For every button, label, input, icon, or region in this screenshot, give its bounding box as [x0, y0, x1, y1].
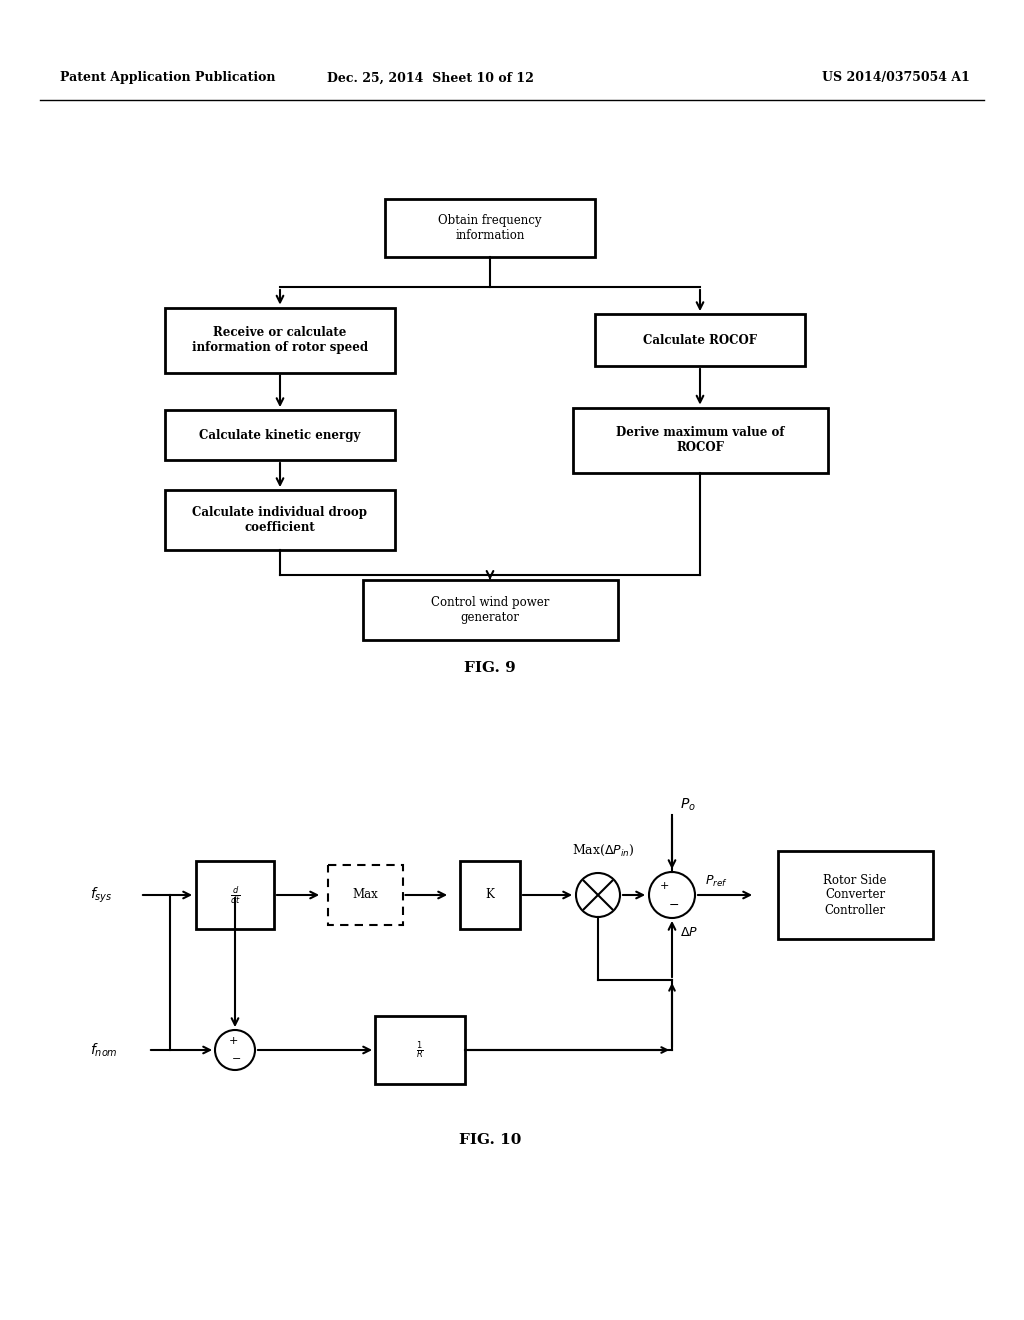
- Text: Control wind power
generator: Control wind power generator: [431, 597, 549, 624]
- Text: FIG. 10: FIG. 10: [459, 1133, 521, 1147]
- Bar: [165, 490, 395, 550]
- Text: −: −: [232, 1053, 242, 1064]
- Text: −: −: [669, 899, 679, 912]
- Bar: [328, 865, 402, 925]
- Text: Rotor Side
Converter
Controller: Rotor Side Converter Controller: [823, 874, 887, 916]
- Text: Patent Application Publication: Patent Application Publication: [60, 71, 275, 84]
- Bar: [777, 851, 933, 939]
- Bar: [460, 861, 520, 929]
- Text: Calculate kinetic energy: Calculate kinetic energy: [200, 429, 360, 441]
- Text: Calculate individual droop
coefficient: Calculate individual droop coefficient: [193, 506, 368, 535]
- Text: $P_{ref}$: $P_{ref}$: [705, 874, 728, 888]
- Text: K: K: [485, 888, 495, 902]
- Text: Receive or calculate
information of rotor speed: Receive or calculate information of roto…: [191, 326, 368, 354]
- Text: +: +: [659, 880, 669, 891]
- Text: Max: Max: [352, 888, 378, 902]
- Bar: [165, 411, 395, 459]
- Bar: [362, 579, 617, 640]
- Text: Obtain frequency
information: Obtain frequency information: [438, 214, 542, 242]
- Text: $\frac{1}{R}$: $\frac{1}{R}$: [416, 1039, 424, 1061]
- Bar: [375, 1016, 465, 1084]
- Text: $\Delta P$: $\Delta P$: [680, 927, 698, 939]
- Bar: [572, 408, 827, 473]
- Text: $P_o$: $P_o$: [680, 797, 696, 813]
- Text: FIG. 9: FIG. 9: [464, 661, 516, 675]
- Text: +: +: [228, 1036, 238, 1045]
- Bar: [385, 199, 595, 257]
- Bar: [595, 314, 805, 366]
- Text: Calculate ROCOF: Calculate ROCOF: [643, 334, 757, 346]
- Text: Derive maximum value of
ROCOF: Derive maximum value of ROCOF: [615, 426, 784, 454]
- Text: Dec. 25, 2014  Sheet 10 of 12: Dec. 25, 2014 Sheet 10 of 12: [327, 71, 534, 84]
- Text: $f_{sys}$: $f_{sys}$: [90, 886, 113, 904]
- Bar: [196, 861, 274, 929]
- Text: Max($\Delta P_{in}$): Max($\Delta P_{in}$): [571, 842, 634, 858]
- Bar: [165, 308, 395, 372]
- Text: $\frac{d}{dt}$: $\frac{d}{dt}$: [229, 884, 241, 906]
- Text: $f_{nom}$: $f_{nom}$: [90, 1041, 118, 1059]
- Text: US 2014/0375054 A1: US 2014/0375054 A1: [822, 71, 970, 84]
